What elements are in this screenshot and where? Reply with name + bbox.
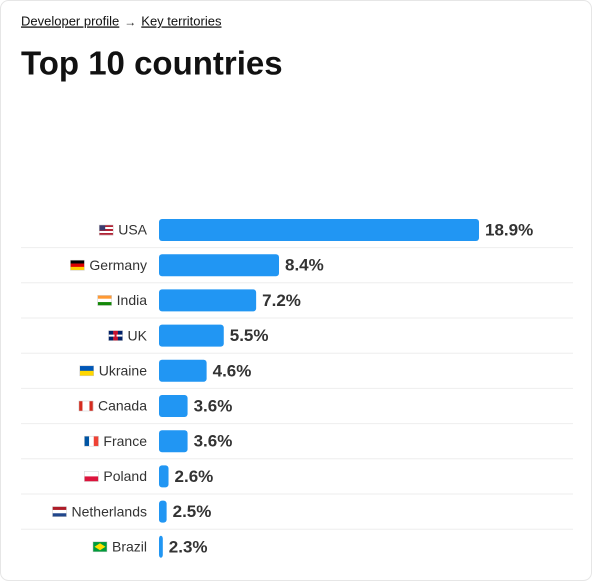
flag-icon bbox=[79, 365, 94, 377]
flag-icon bbox=[52, 506, 67, 517]
chart-title: Top 10 countries bbox=[21, 45, 283, 82]
flag-stripe bbox=[99, 231, 114, 234]
flag-stripe bbox=[78, 401, 83, 411]
category-label: Brazil bbox=[112, 539, 147, 555]
flag-border bbox=[108, 330, 123, 341]
category-label: UK bbox=[128, 327, 148, 343]
category-label: Netherlands bbox=[72, 503, 148, 519]
flag-icon bbox=[108, 330, 123, 341]
flag-border bbox=[92, 541, 108, 553]
flag-diamond bbox=[94, 543, 106, 551]
flag-stripe bbox=[99, 229, 114, 232]
value-label: 2.5% bbox=[173, 502, 212, 521]
flag-stripe bbox=[85, 401, 90, 411]
bar bbox=[159, 219, 479, 241]
value-label: 5.5% bbox=[230, 326, 269, 345]
flag-icon bbox=[70, 259, 85, 271]
flag-border bbox=[78, 400, 94, 412]
category-label: USA bbox=[118, 222, 147, 238]
flag-stripe bbox=[79, 370, 94, 376]
flag-border bbox=[98, 224, 114, 236]
category-label: Ukraine bbox=[99, 363, 147, 379]
flag-stripe bbox=[70, 263, 85, 268]
value-label: 3.6% bbox=[194, 396, 233, 415]
flag-stripe bbox=[99, 227, 114, 230]
bar bbox=[159, 535, 163, 558]
flag-stripe bbox=[93, 436, 99, 447]
bar bbox=[159, 324, 224, 347]
flag-cross bbox=[114, 330, 117, 341]
flag-stripe bbox=[70, 266, 85, 271]
flag-stripe bbox=[82, 401, 87, 411]
category-label: France bbox=[103, 433, 147, 449]
flag-icon bbox=[97, 295, 112, 306]
flag-border bbox=[97, 295, 112, 306]
bar bbox=[159, 289, 257, 312]
flag-stripe bbox=[89, 401, 94, 411]
flag-border bbox=[84, 435, 99, 447]
bar bbox=[159, 500, 167, 523]
category-label: India bbox=[117, 292, 148, 308]
flag-icon bbox=[78, 400, 94, 412]
flag-stripe bbox=[70, 260, 85, 264]
flag-border bbox=[70, 259, 85, 271]
flag-stripe bbox=[84, 436, 90, 447]
category-label: Canada bbox=[98, 398, 147, 414]
flag-stripe bbox=[52, 506, 67, 511]
flag-border bbox=[84, 471, 99, 482]
value-label: 3.6% bbox=[194, 432, 233, 451]
flag-border bbox=[79, 365, 94, 377]
flag-icon bbox=[84, 471, 99, 482]
breadcrumb-link[interactable]: Key territories bbox=[141, 13, 222, 28]
flag-canton bbox=[99, 225, 106, 231]
flag-stripe bbox=[79, 365, 94, 371]
flag-stripe bbox=[52, 513, 67, 517]
breadcrumb-separator: → bbox=[124, 15, 136, 29]
bar bbox=[159, 465, 169, 488]
flag-icon bbox=[92, 541, 108, 553]
flag-stripe bbox=[97, 298, 112, 303]
flag-stripe bbox=[52, 509, 67, 514]
value-label: 2.3% bbox=[169, 537, 208, 556]
category-label: Poland bbox=[103, 468, 147, 484]
flag-stripe bbox=[99, 225, 114, 228]
value-label: 18.9% bbox=[485, 220, 533, 239]
flag-stripe bbox=[99, 233, 114, 236]
flag-border bbox=[52, 506, 67, 517]
value-label: 4.6% bbox=[213, 361, 252, 380]
flag-stripe bbox=[89, 436, 94, 447]
flag-stripe bbox=[84, 476, 99, 482]
value-label: 2.6% bbox=[175, 467, 214, 486]
breadcrumb-link[interactable]: Developer profile bbox=[21, 13, 119, 28]
flag-icon bbox=[84, 435, 99, 447]
bar bbox=[159, 359, 207, 382]
category-label: Germany bbox=[89, 257, 147, 273]
flag-icon bbox=[98, 224, 114, 236]
bar bbox=[159, 395, 188, 417]
value-label: 8.4% bbox=[285, 256, 324, 275]
bar bbox=[159, 430, 188, 453]
flag-stripe bbox=[97, 295, 112, 299]
bar bbox=[159, 254, 279, 277]
flag-stripe bbox=[84, 471, 99, 477]
value-label: 7.2% bbox=[262, 291, 301, 310]
flag-stripe bbox=[97, 302, 112, 306]
